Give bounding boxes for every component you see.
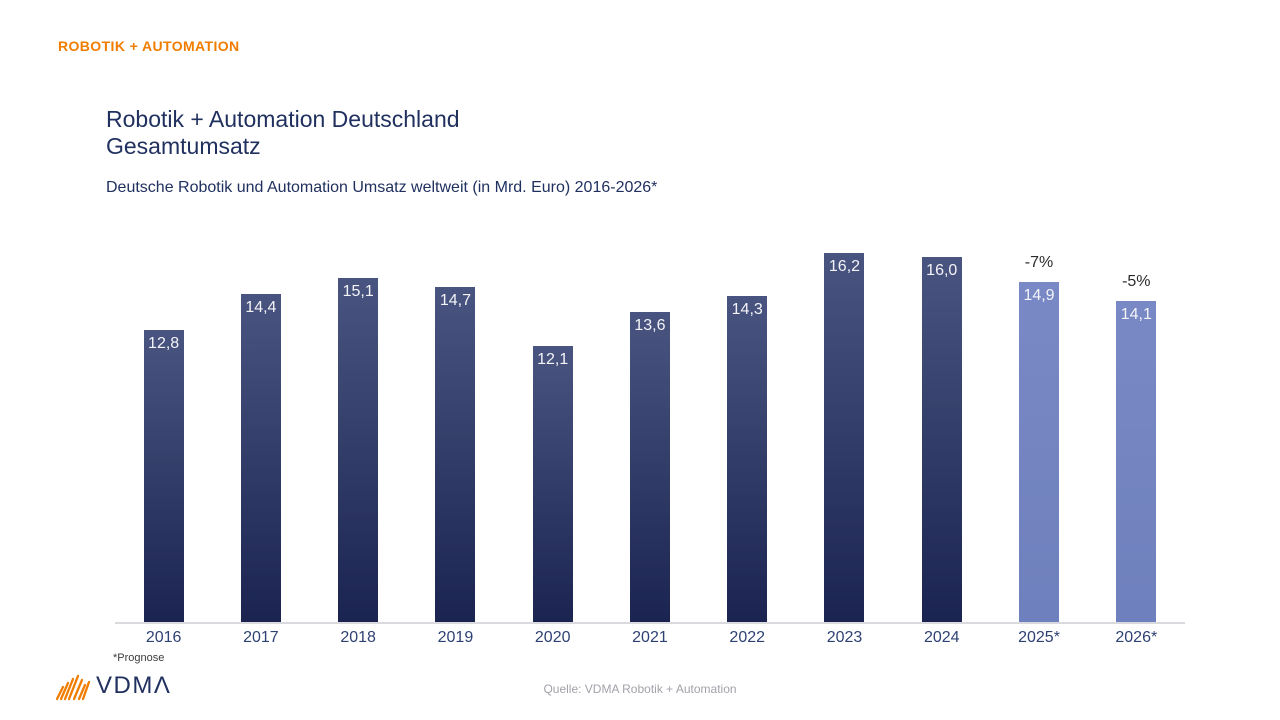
axis-labels-row: 2016 2017 2018 2019 2020 2021 2022 2023 2024 2025… [115, 629, 1185, 647]
bar-2024: 16,0 [921, 257, 962, 622]
bar-slot: -5% 14,1 [1088, 230, 1185, 622]
bar-value-label: 14,3 [731, 301, 763, 318]
bar-value-label: 14,7 [439, 292, 471, 309]
bar-change-annotation: -5% [1122, 273, 1151, 290]
bar-2018: 15,1 [338, 278, 379, 622]
bar-value-label: 13,6 [634, 317, 666, 334]
bar-slot: 14,7 [407, 230, 504, 622]
axis-category-label: 2020 [534, 629, 571, 646]
bar-2020: 12,1 [532, 346, 573, 622]
bar-value-label: 15,1 [342, 283, 374, 300]
bar-value-label: 14,4 [245, 299, 277, 316]
bar-slot: 14,3 [699, 230, 796, 622]
vdma-logo: VDMΛ [55, 671, 171, 701]
bar-2019: 14,7 [435, 287, 476, 622]
bar-value-label: 16,2 [828, 258, 861, 275]
axis-category-label: 2017 [243, 629, 279, 646]
axis-category-label: 2023 [826, 629, 863, 646]
bar-2025: 14,9 [1019, 282, 1060, 622]
brand-kicker: ROBOTIK + AUTOMATION [58, 38, 240, 54]
bar-2021: 13,6 [629, 312, 670, 622]
bar-2022: 14,3 [727, 296, 768, 622]
axis-category-label: 2019 [437, 629, 474, 646]
bar-2026: 14,1 [1116, 301, 1157, 622]
vdma-wordmark: VDMΛ [96, 672, 172, 699]
bar-value-label: 12,1 [537, 351, 569, 368]
axis-category-label: 2022 [729, 629, 766, 646]
page-title-line1: Robotik + Automation Deutschland [106, 106, 460, 132]
axis-category-label: 2021 [632, 629, 668, 646]
bar-slot: 16,2 [796, 230, 893, 622]
chart-subtitle: Deutsche Robotik und Automation Umsatz w… [106, 179, 658, 196]
forecast-footnote: *Prognose [113, 652, 165, 664]
bar-slot: 16,0 [893, 230, 990, 622]
vdma-hatch-icon [55, 674, 91, 701]
bar-change-annotation: -7% [1024, 254, 1054, 271]
plot-area: 12,8 14,4 15,1 14,7 12,1 13,6 14,3 16,2 16,0 -7% 1… [115, 230, 1185, 624]
bar-slot: 12,1 [504, 230, 601, 622]
bar-slot: 15,1 [310, 230, 407, 622]
axis-category-label: 2026* [1115, 629, 1158, 646]
bar-2017: 14,4 [240, 294, 281, 622]
axis-category-label: 2018 [340, 629, 376, 646]
bar-value-label: 14,9 [1023, 287, 1055, 304]
bar-slot: 14,4 [212, 230, 309, 622]
bar-slot: 12,8 [115, 230, 212, 622]
bar-value-label: 14,1 [1120, 306, 1152, 323]
bar-slot: 13,6 [601, 230, 698, 622]
axis-category-label: 2024 [923, 629, 960, 646]
axis-category-label: 2025* [1018, 629, 1060, 646]
axis-category-label: 2016 [145, 629, 182, 646]
bar-value-label: 16,0 [926, 262, 958, 279]
bar-slot: -7% 14,9 [990, 230, 1087, 622]
page-title: Robotik + Automation Deutschland Gesamtu… [106, 106, 460, 160]
page-title-line2: Gesamtumsatz [106, 133, 261, 159]
bar-2016: 12,8 [143, 330, 184, 622]
bar-value-label: 12,8 [148, 335, 180, 352]
bar-2023: 16,2 [824, 253, 865, 622]
source-caption: Quelle: VDMA Robotik + Automation [543, 682, 737, 696]
